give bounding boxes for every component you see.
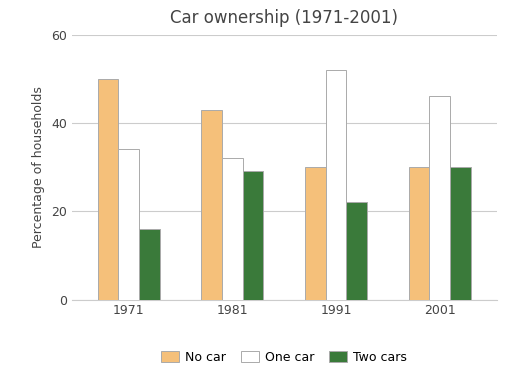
Bar: [201, 110, 222, 300]
Title: Car ownership (1971-2001): Car ownership (1971-2001): [170, 10, 398, 27]
Bar: [139, 229, 160, 300]
Bar: [409, 167, 429, 300]
Bar: [118, 149, 139, 300]
Bar: [326, 70, 346, 300]
Bar: [243, 171, 264, 300]
Y-axis label: Percentage of households: Percentage of households: [32, 86, 46, 248]
Bar: [429, 96, 450, 300]
Bar: [346, 202, 367, 300]
Legend: No car, One car, Two cars: No car, One car, Two cars: [157, 346, 412, 369]
Bar: [222, 158, 243, 300]
Bar: [450, 167, 471, 300]
Bar: [305, 167, 326, 300]
Bar: [98, 79, 118, 300]
